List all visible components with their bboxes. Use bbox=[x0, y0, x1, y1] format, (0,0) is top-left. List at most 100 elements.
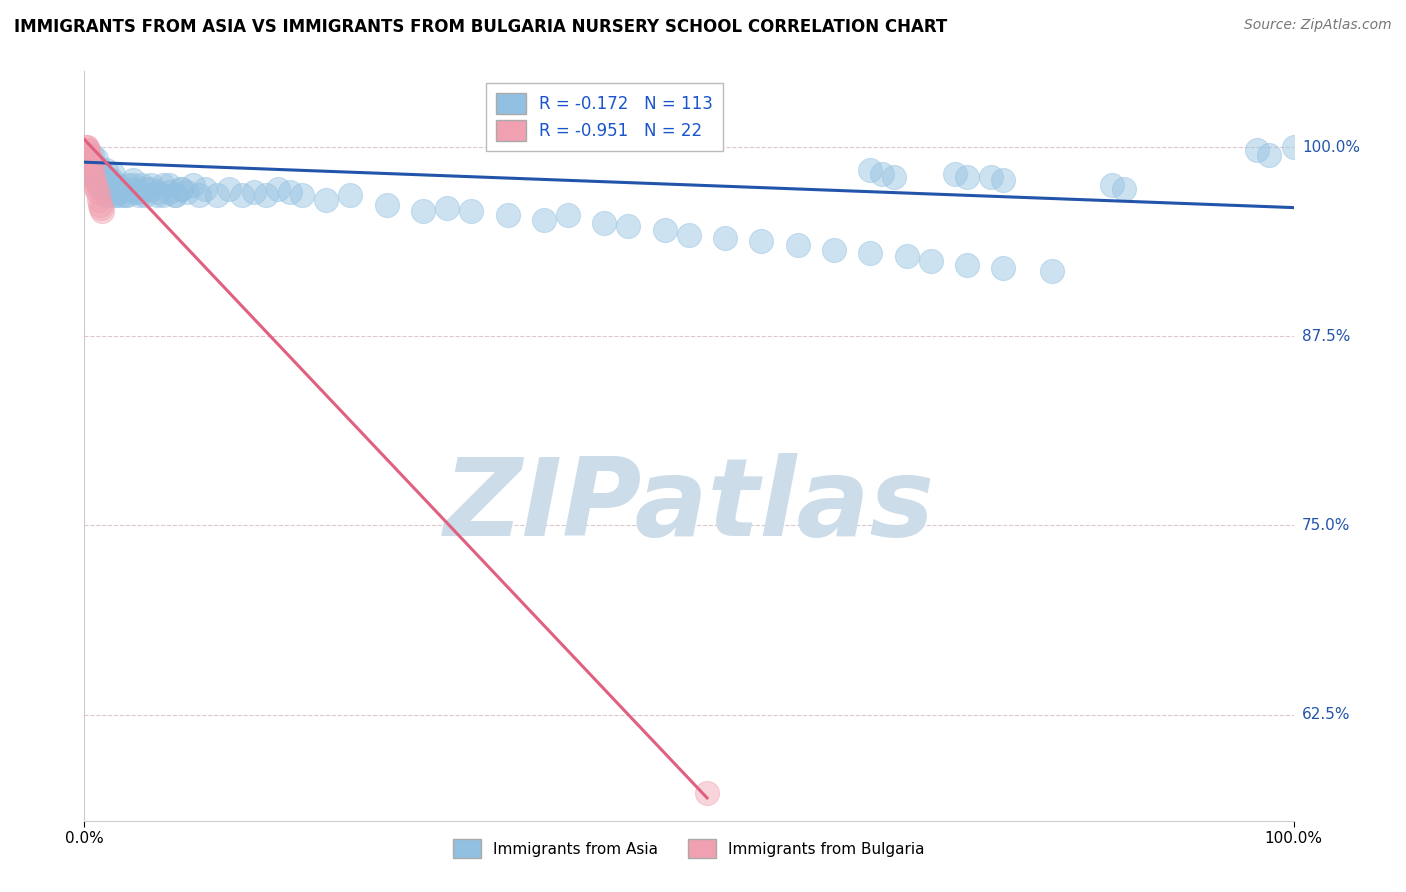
Point bbox=[79, 152, 101, 166]
Point bbox=[77, 162, 100, 177]
Text: 62.5%: 62.5% bbox=[1302, 707, 1350, 723]
Point bbox=[84, 167, 107, 181]
Point bbox=[80, 162, 103, 177]
Point bbox=[218, 182, 240, 196]
Point bbox=[96, 188, 118, 202]
Point bbox=[112, 182, 135, 196]
Point bbox=[121, 178, 143, 192]
Point bbox=[980, 170, 1002, 185]
Point bbox=[82, 166, 104, 180]
Text: IMMIGRANTS FROM ASIA VS IMMIGRANTS FROM BULGARIA NURSERY SCHOOL CORRELATION CHAR: IMMIGRANTS FROM ASIA VS IMMIGRANTS FROM … bbox=[14, 18, 948, 36]
Point bbox=[100, 178, 122, 192]
Point bbox=[77, 155, 100, 169]
Point bbox=[128, 188, 150, 202]
Point bbox=[93, 177, 115, 191]
Text: 100.0%: 100.0% bbox=[1302, 139, 1360, 154]
Point bbox=[76, 140, 98, 154]
Point bbox=[79, 164, 101, 178]
Point bbox=[110, 182, 132, 196]
Point bbox=[131, 178, 153, 192]
Point bbox=[267, 182, 290, 196]
Point bbox=[101, 173, 124, 187]
Point bbox=[86, 152, 108, 166]
Point bbox=[83, 164, 105, 178]
Point bbox=[104, 188, 127, 202]
Point bbox=[94, 162, 117, 177]
Point bbox=[77, 143, 100, 157]
Point bbox=[87, 193, 110, 207]
Point bbox=[617, 219, 640, 233]
Point bbox=[89, 177, 111, 191]
Point bbox=[97, 182, 120, 196]
Point bbox=[231, 188, 253, 202]
Point bbox=[278, 186, 301, 200]
Point bbox=[207, 188, 229, 202]
Point bbox=[91, 203, 114, 218]
Point bbox=[76, 152, 98, 166]
Point bbox=[86, 182, 108, 196]
Point bbox=[412, 203, 434, 218]
Point bbox=[80, 147, 103, 161]
Point bbox=[104, 188, 127, 202]
Point bbox=[1114, 182, 1136, 196]
Point bbox=[83, 160, 105, 174]
Point bbox=[146, 188, 169, 202]
Point bbox=[786, 238, 808, 252]
Point bbox=[124, 186, 146, 200]
Point bbox=[146, 186, 169, 200]
Point bbox=[176, 186, 198, 200]
Point bbox=[121, 173, 143, 187]
Point bbox=[859, 246, 882, 260]
Point bbox=[593, 216, 616, 230]
Point bbox=[993, 261, 1015, 276]
Text: 87.5%: 87.5% bbox=[1302, 329, 1350, 343]
Point bbox=[134, 188, 156, 202]
Point bbox=[375, 197, 398, 211]
Point bbox=[315, 193, 337, 207]
Point bbox=[152, 178, 174, 192]
Point bbox=[77, 147, 100, 161]
Point bbox=[557, 208, 579, 222]
Point bbox=[872, 167, 894, 181]
Point bbox=[117, 178, 139, 192]
Text: Source: ZipAtlas.com: Source: ZipAtlas.com bbox=[1244, 18, 1392, 32]
Point bbox=[128, 186, 150, 200]
Point bbox=[165, 188, 187, 202]
Point bbox=[77, 147, 100, 161]
Point bbox=[533, 212, 555, 227]
Point bbox=[94, 177, 117, 191]
Point bbox=[105, 178, 128, 192]
Point bbox=[1246, 143, 1268, 157]
Point bbox=[896, 249, 918, 263]
Point bbox=[157, 178, 180, 192]
Point bbox=[93, 179, 115, 194]
Point bbox=[104, 186, 127, 200]
Point bbox=[77, 162, 100, 177]
Point bbox=[94, 182, 117, 196]
Point bbox=[165, 188, 187, 202]
Point bbox=[89, 197, 111, 211]
Point bbox=[86, 178, 108, 192]
Point bbox=[90, 201, 112, 215]
Point bbox=[170, 182, 193, 196]
Point bbox=[94, 186, 117, 200]
Point bbox=[82, 170, 104, 185]
Point bbox=[152, 188, 174, 202]
Text: 75.0%: 75.0% bbox=[1302, 518, 1350, 533]
Point bbox=[654, 223, 676, 237]
Point bbox=[77, 158, 100, 172]
Point bbox=[91, 170, 114, 185]
Point bbox=[920, 253, 942, 268]
Point bbox=[181, 178, 204, 192]
Point bbox=[956, 258, 979, 272]
Legend: Immigrants from Asia, Immigrants from Bulgaria: Immigrants from Asia, Immigrants from Bu… bbox=[446, 831, 932, 865]
Point bbox=[696, 786, 718, 800]
Point bbox=[339, 188, 361, 202]
Point bbox=[86, 173, 108, 187]
Point bbox=[943, 167, 966, 181]
Point bbox=[82, 158, 104, 172]
Point bbox=[1040, 264, 1063, 278]
Point bbox=[115, 188, 138, 202]
Point bbox=[678, 227, 700, 242]
Point bbox=[883, 170, 905, 185]
